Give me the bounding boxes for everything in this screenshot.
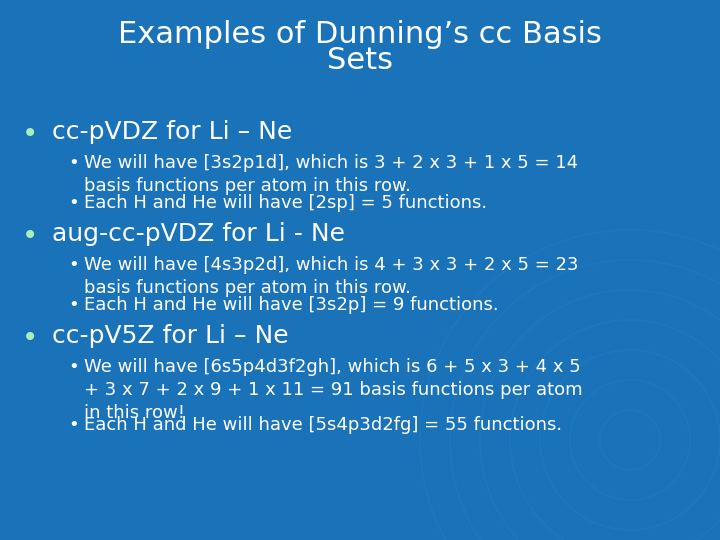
Text: •: •	[68, 416, 78, 434]
Text: •: •	[68, 358, 78, 376]
Text: aug-cc-pVDZ for Li - Ne: aug-cc-pVDZ for Li - Ne	[52, 222, 345, 246]
Text: •: •	[68, 296, 78, 314]
Text: cc-pV5Z for Li – Ne: cc-pV5Z for Li – Ne	[52, 324, 289, 348]
Text: •: •	[22, 324, 38, 352]
Text: •: •	[68, 256, 78, 274]
Text: Each H and He will have [3s2p] = 9 functions.: Each H and He will have [3s2p] = 9 funct…	[84, 296, 499, 314]
Text: •: •	[68, 194, 78, 212]
Text: cc-pVDZ for Li – Ne: cc-pVDZ for Li – Ne	[52, 120, 292, 144]
Text: We will have [6s5p4d3f2gh], which is 6 + 5 x 3 + 4 x 5
+ 3 x 7 + 2 x 9 + 1 x 11 : We will have [6s5p4d3f2gh], which is 6 +…	[84, 358, 582, 422]
Text: We will have [3s2p1d], which is 3 + 2 x 3 + 1 x 5 = 14
basis functions per atom : We will have [3s2p1d], which is 3 + 2 x …	[84, 154, 578, 195]
Text: •: •	[22, 120, 38, 148]
Text: •: •	[68, 154, 78, 172]
Text: •: •	[22, 222, 38, 250]
Text: Sets: Sets	[327, 46, 393, 75]
Text: Examples of Dunning’s cc Basis: Examples of Dunning’s cc Basis	[118, 20, 602, 49]
Text: We will have [4s3p2d], which is 4 + 3 x 3 + 2 x 5 = 23
basis functions per atom : We will have [4s3p2d], which is 4 + 3 x …	[84, 256, 578, 297]
Bar	[0, 0, 720, 110]
Text: Each H and He will have [5s4p3d2fg] = 55 functions.: Each H and He will have [5s4p3d2fg] = 55…	[84, 416, 562, 434]
Text: Each H and He will have [2sp] = 5 functions.: Each H and He will have [2sp] = 5 functi…	[84, 194, 487, 212]
